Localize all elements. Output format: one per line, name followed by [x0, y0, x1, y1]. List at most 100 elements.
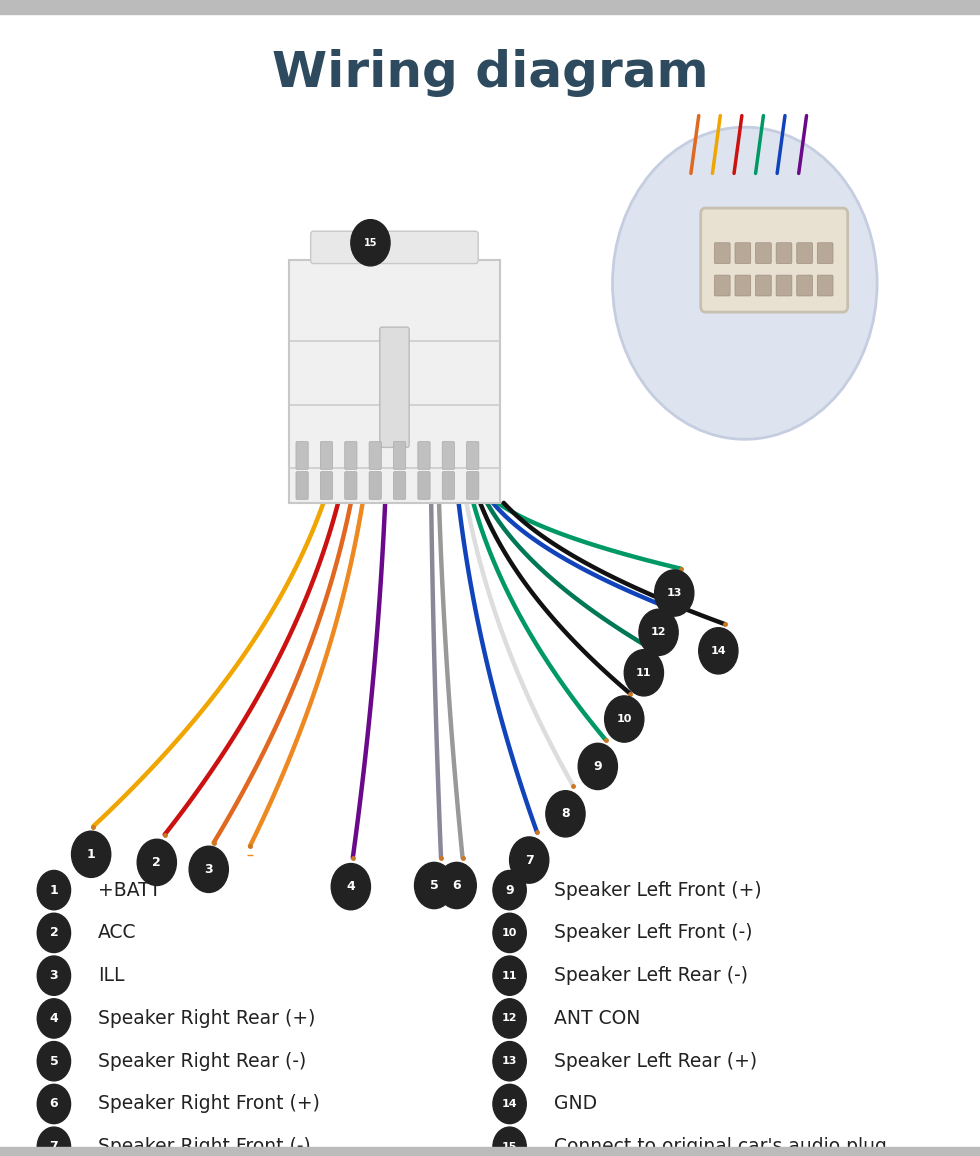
FancyBboxPatch shape: [417, 442, 430, 469]
Text: 9: 9: [594, 759, 602, 773]
FancyBboxPatch shape: [311, 231, 478, 264]
FancyBboxPatch shape: [289, 260, 500, 503]
Circle shape: [189, 846, 228, 892]
Text: 5: 5: [430, 879, 438, 892]
Text: 14: 14: [710, 646, 726, 655]
Circle shape: [699, 628, 738, 674]
FancyBboxPatch shape: [714, 275, 730, 296]
Text: 1: 1: [87, 847, 95, 861]
Circle shape: [578, 743, 617, 790]
FancyBboxPatch shape: [417, 472, 430, 499]
Text: 10: 10: [502, 928, 517, 938]
Circle shape: [624, 650, 663, 696]
FancyBboxPatch shape: [379, 327, 410, 447]
Circle shape: [493, 999, 526, 1038]
Text: 5: 5: [50, 1054, 58, 1068]
Text: 4: 4: [347, 880, 355, 894]
Text: 6: 6: [50, 1097, 58, 1111]
Text: 7: 7: [525, 853, 533, 867]
FancyBboxPatch shape: [756, 243, 771, 264]
FancyBboxPatch shape: [393, 442, 406, 469]
Circle shape: [351, 220, 390, 266]
Text: 15: 15: [502, 1142, 517, 1151]
Circle shape: [37, 1084, 71, 1124]
FancyBboxPatch shape: [345, 442, 357, 469]
FancyBboxPatch shape: [466, 472, 479, 499]
Text: 7: 7: [50, 1140, 58, 1154]
FancyBboxPatch shape: [393, 472, 406, 499]
FancyBboxPatch shape: [466, 442, 479, 469]
Text: 8: 8: [562, 807, 569, 821]
Text: 12: 12: [502, 1014, 517, 1023]
Text: Speaker Right Rear (+): Speaker Right Rear (+): [98, 1009, 316, 1028]
FancyBboxPatch shape: [797, 275, 812, 296]
Text: 11: 11: [636, 668, 652, 677]
FancyBboxPatch shape: [345, 472, 357, 499]
Circle shape: [331, 864, 370, 910]
FancyBboxPatch shape: [735, 243, 751, 264]
Circle shape: [415, 862, 454, 909]
FancyBboxPatch shape: [320, 442, 332, 469]
Circle shape: [37, 999, 71, 1038]
Text: ANT CON: ANT CON: [554, 1009, 640, 1028]
Text: Speaker Left Rear (-): Speaker Left Rear (-): [554, 966, 748, 985]
Bar: [0, 1147, 980, 1156]
FancyBboxPatch shape: [817, 243, 833, 264]
Text: 3: 3: [205, 862, 213, 876]
Text: 15: 15: [364, 238, 377, 247]
Circle shape: [37, 956, 71, 995]
Circle shape: [510, 837, 549, 883]
Text: Speaker Left Front (+): Speaker Left Front (+): [554, 881, 761, 899]
Text: Speaker Left Rear (+): Speaker Left Rear (+): [554, 1052, 757, 1070]
Text: Speaker Left Front (-): Speaker Left Front (-): [554, 924, 753, 942]
Circle shape: [37, 1042, 71, 1081]
FancyBboxPatch shape: [296, 472, 308, 499]
Text: Wiring diagram: Wiring diagram: [271, 49, 709, 97]
Text: 11: 11: [502, 971, 517, 980]
Bar: [0, 0, 980, 14]
FancyBboxPatch shape: [756, 275, 771, 296]
FancyBboxPatch shape: [296, 442, 308, 469]
FancyBboxPatch shape: [714, 243, 730, 264]
Text: 4: 4: [50, 1012, 58, 1025]
Text: 6: 6: [453, 879, 461, 892]
Circle shape: [437, 862, 476, 909]
Text: 9: 9: [506, 883, 514, 897]
Circle shape: [639, 609, 678, 655]
Text: 1: 1: [50, 883, 58, 897]
Circle shape: [493, 913, 526, 953]
Circle shape: [605, 696, 644, 742]
Circle shape: [493, 956, 526, 995]
Text: 2: 2: [50, 926, 58, 940]
Circle shape: [37, 1127, 71, 1156]
Text: Speaker Right Rear (-): Speaker Right Rear (-): [98, 1052, 306, 1070]
Text: Speaker Right Front (+): Speaker Right Front (+): [98, 1095, 319, 1113]
Text: +BATT: +BATT: [98, 881, 161, 899]
FancyBboxPatch shape: [320, 472, 332, 499]
FancyBboxPatch shape: [817, 275, 833, 296]
Text: ACC: ACC: [98, 924, 136, 942]
Circle shape: [655, 570, 694, 616]
Text: Speaker Right Front (-): Speaker Right Front (-): [98, 1138, 311, 1156]
FancyBboxPatch shape: [797, 243, 812, 264]
FancyBboxPatch shape: [442, 472, 455, 499]
Text: Connect to original car's audio plug: Connect to original car's audio plug: [554, 1138, 887, 1156]
Text: 13: 13: [666, 588, 682, 598]
Text: GND: GND: [554, 1095, 597, 1113]
Text: 12: 12: [651, 628, 666, 637]
Circle shape: [546, 791, 585, 837]
Text: ILL: ILL: [98, 966, 124, 985]
Text: 14: 14: [502, 1099, 517, 1109]
Text: 3: 3: [50, 969, 58, 983]
Circle shape: [37, 913, 71, 953]
Circle shape: [37, 870, 71, 910]
Circle shape: [72, 831, 111, 877]
FancyBboxPatch shape: [369, 442, 381, 469]
FancyBboxPatch shape: [369, 472, 381, 499]
Circle shape: [493, 870, 526, 910]
FancyBboxPatch shape: [701, 208, 848, 312]
Circle shape: [137, 839, 176, 885]
Text: 2: 2: [153, 855, 161, 869]
Circle shape: [612, 127, 877, 439]
FancyBboxPatch shape: [776, 275, 792, 296]
